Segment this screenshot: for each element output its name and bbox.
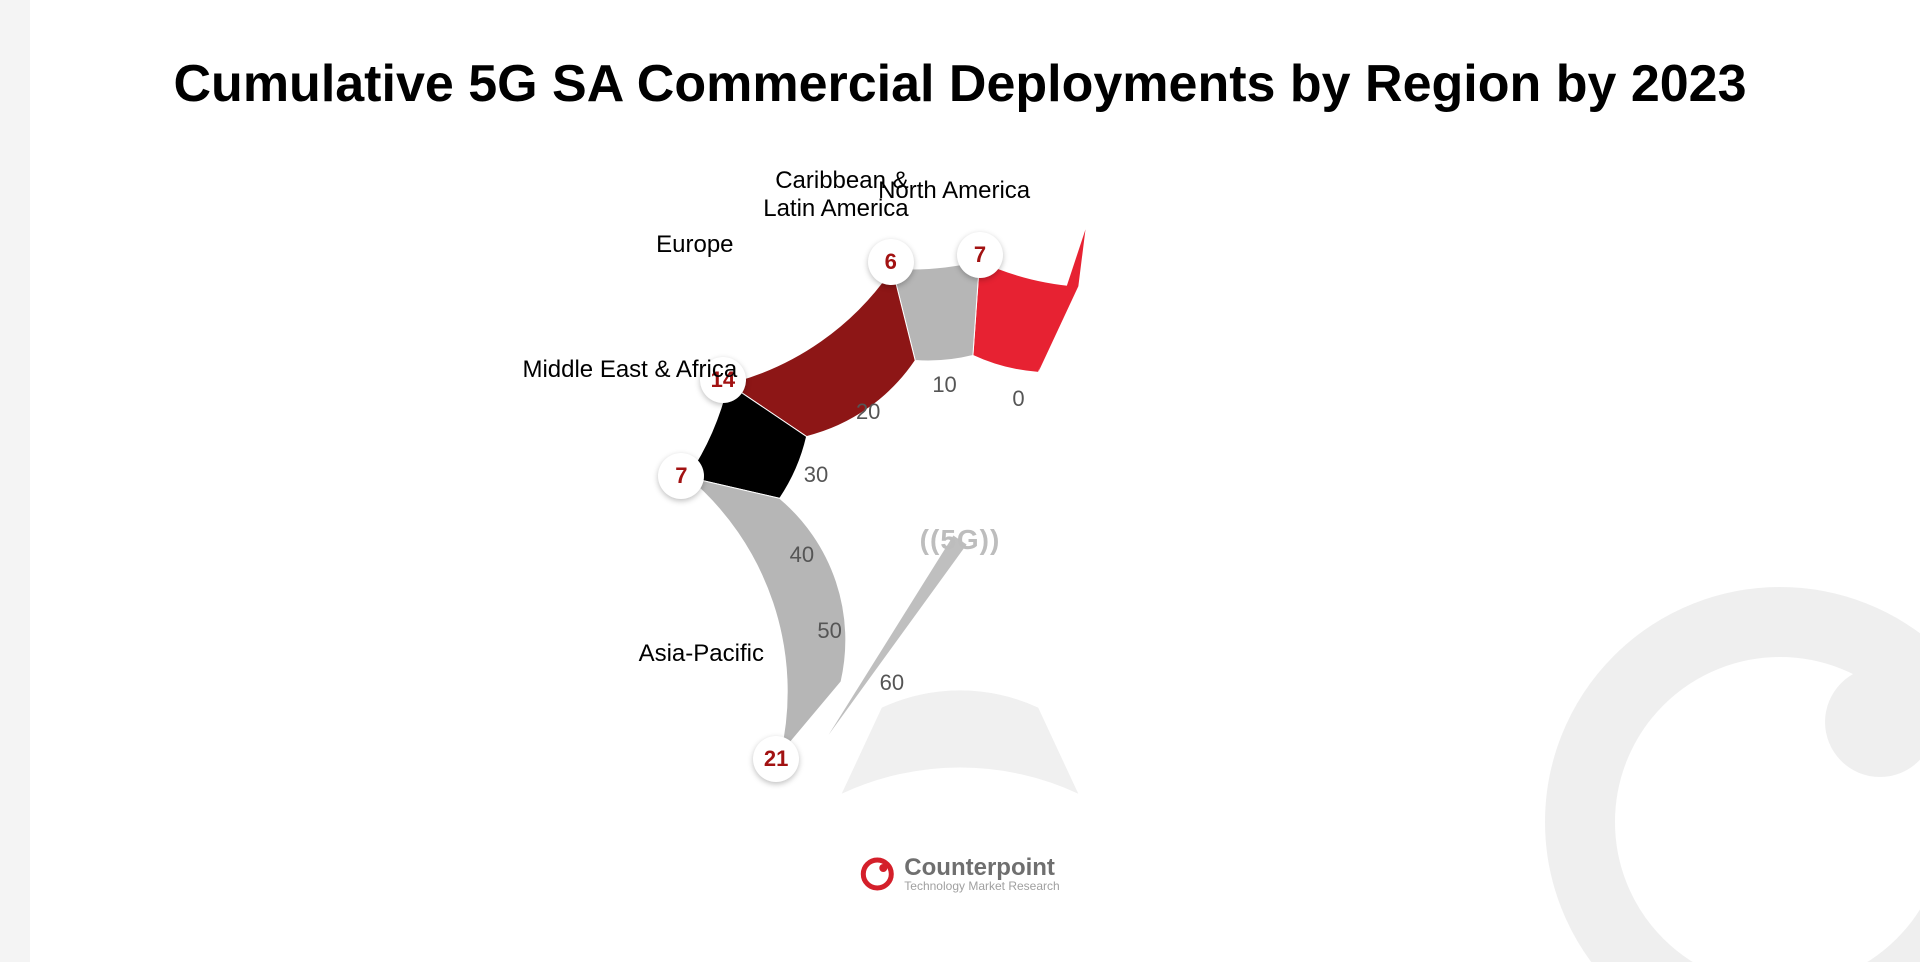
segment-value-badge: 21 — [753, 736, 799, 782]
gauge-tick-label: 30 — [804, 462, 828, 488]
segment-label: Caribbean &Latin America — [763, 167, 908, 222]
gauge-tick-label: 50 — [817, 618, 841, 644]
gauge-gap-fill — [842, 690, 1079, 793]
brand-sub: Technology Market Research — [904, 880, 1059, 892]
gauge-chart: 7North America6Caribbean &Latin America1… — [510, 200, 1410, 900]
segment-label: Europe — [656, 231, 733, 259]
gauge-tick-label: 20 — [856, 399, 880, 425]
gauge-tick-label: 60 — [880, 670, 904, 696]
watermark-icon — [1520, 562, 1920, 962]
gauge-segment — [687, 477, 846, 754]
segment-value-badge: 7 — [957, 232, 1003, 278]
segment-value-badge: 7 — [658, 453, 704, 499]
segment-value-badge: 6 — [868, 239, 914, 285]
segment-label: Middle East & Africa — [520, 356, 740, 384]
gauge-tick-label: 10 — [932, 372, 956, 398]
gauge-tick-label: 0 — [1012, 386, 1024, 412]
gauge-tick-label: 40 — [790, 542, 814, 568]
brand-icon — [860, 857, 894, 891]
left-edge-band — [0, 0, 30, 962]
brand-text: Counterpoint Technology Market Research — [904, 856, 1059, 892]
chart-title: Cumulative 5G SA Commercial Deployments … — [0, 55, 1920, 115]
segment-label: Asia-Pacific — [639, 640, 764, 668]
gauge-center-icon: ((5G)) — [920, 524, 1001, 556]
brand-name: Counterpoint — [904, 856, 1059, 880]
brand-block: Counterpoint Technology Market Research — [860, 856, 1059, 892]
